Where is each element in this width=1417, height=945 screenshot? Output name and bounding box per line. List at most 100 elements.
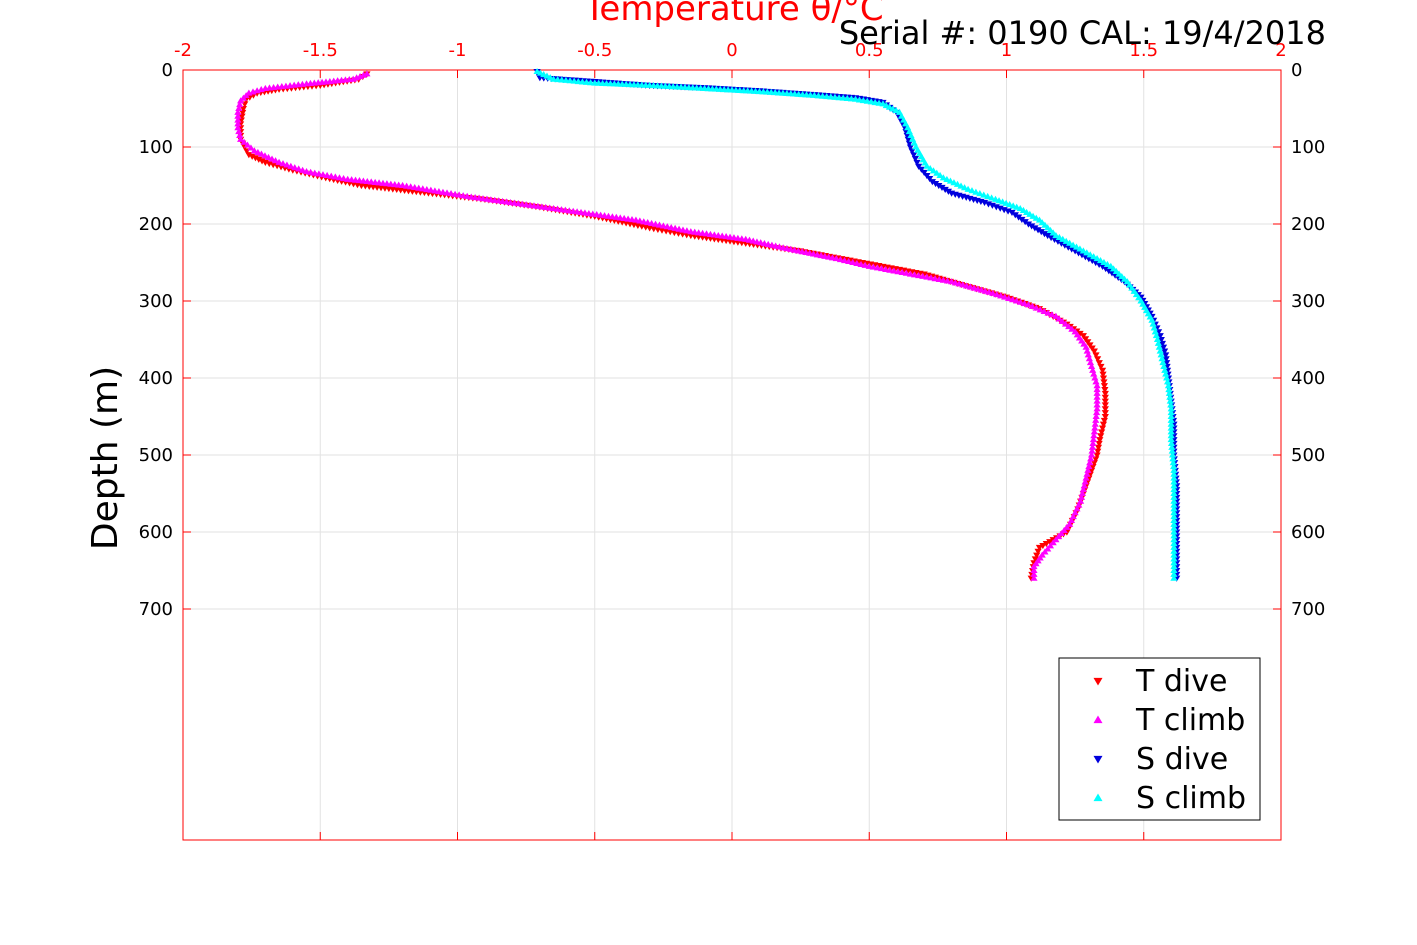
data-point xyxy=(1168,447,1176,454)
data-point xyxy=(1086,359,1095,366)
data-point xyxy=(1078,252,1086,259)
data-point xyxy=(1151,328,1159,335)
data-point xyxy=(253,87,261,94)
data-point xyxy=(1087,467,1096,474)
data-point xyxy=(275,158,283,165)
data-point xyxy=(1001,293,1009,300)
data-point xyxy=(1170,466,1178,473)
data-point xyxy=(910,152,918,159)
data-point xyxy=(1087,455,1095,462)
y-tick-label-right: 200 xyxy=(1291,214,1325,235)
data-point xyxy=(1098,425,1107,432)
data-point xyxy=(1072,243,1081,250)
data-point xyxy=(1044,545,1052,552)
data-point xyxy=(993,290,1001,298)
data-point xyxy=(902,269,910,276)
data-point xyxy=(1167,424,1175,431)
data-point xyxy=(1048,311,1056,318)
data-point xyxy=(1170,478,1178,485)
data-point xyxy=(1093,385,1101,393)
data-point xyxy=(302,168,311,175)
data-point xyxy=(1094,444,1103,451)
legend-marker xyxy=(1093,677,1103,686)
y-tick-label-left: 200 xyxy=(139,214,173,235)
data-point xyxy=(1170,559,1178,566)
data-point xyxy=(1092,352,1100,359)
data-point xyxy=(1170,536,1178,543)
grid-lines xyxy=(182,69,1282,840)
data-point xyxy=(919,272,927,279)
data-point xyxy=(1170,524,1178,531)
data-point xyxy=(984,192,992,200)
data-point xyxy=(240,138,248,145)
data-point xyxy=(1090,370,1098,377)
data-point xyxy=(1060,526,1068,533)
data-point xyxy=(1167,436,1175,443)
data-point xyxy=(1089,439,1097,446)
data-point xyxy=(1090,348,1098,355)
serial-calibration-label: Serial #: 0190 CAL: 19/4/2018 xyxy=(839,14,1326,52)
data-point xyxy=(245,152,253,159)
data-point xyxy=(1094,356,1102,363)
data-point xyxy=(1168,443,1176,450)
data-point xyxy=(1085,462,1093,470)
x-tick-label: -1.5 xyxy=(303,40,338,61)
chart-title: Temperature θ/°C xyxy=(583,0,883,29)
data-point xyxy=(1084,351,1092,358)
data-point xyxy=(1101,402,1109,409)
data-point xyxy=(927,274,935,281)
data-point xyxy=(1055,533,1063,540)
data-point xyxy=(1008,209,1016,217)
data-point xyxy=(1086,342,1094,349)
data-point xyxy=(1028,223,1036,230)
data-point xyxy=(1085,355,1093,362)
data-point xyxy=(1090,428,1098,435)
x-tick-label: 0.5 xyxy=(855,40,884,61)
data-point xyxy=(1087,362,1096,369)
data-point xyxy=(1095,440,1103,448)
data-point xyxy=(935,182,943,190)
data-point xyxy=(257,86,265,93)
y-tick-label-left: 700 xyxy=(139,599,173,620)
data-point xyxy=(1095,261,1103,269)
data-point xyxy=(1100,383,1109,390)
data-point xyxy=(1169,459,1177,466)
data-point xyxy=(1097,363,1105,371)
data-point xyxy=(1021,219,1029,226)
data-point xyxy=(1170,489,1178,497)
x-tick-label: 0 xyxy=(726,40,737,61)
data-point xyxy=(238,113,246,120)
data-point xyxy=(1161,348,1169,355)
data-point xyxy=(1100,417,1109,424)
data-point xyxy=(236,131,244,138)
data-point xyxy=(1091,420,1099,427)
data-point xyxy=(898,268,906,276)
data-point xyxy=(234,116,242,123)
data-point xyxy=(1098,263,1107,270)
data-point xyxy=(1018,216,1026,223)
data-point xyxy=(849,258,857,266)
data-point xyxy=(1086,459,1094,466)
data-point xyxy=(882,265,890,272)
data-point xyxy=(234,108,242,115)
data-point xyxy=(1101,413,1109,421)
data-point xyxy=(331,173,339,180)
data-point xyxy=(915,163,923,170)
data-point xyxy=(1083,249,1091,256)
data-point xyxy=(1103,260,1111,267)
data-point xyxy=(1085,256,1093,263)
data-point xyxy=(1068,246,1076,253)
data-marks xyxy=(234,67,1181,582)
data-point xyxy=(840,256,849,264)
data-point xyxy=(1090,460,1098,467)
data-point xyxy=(1160,362,1168,369)
data-point xyxy=(1083,347,1091,354)
data-point xyxy=(1042,541,1050,548)
data-point xyxy=(1156,333,1164,340)
data-point xyxy=(1167,412,1175,420)
data-point xyxy=(236,101,244,108)
data-point xyxy=(1093,401,1101,408)
data-point xyxy=(295,165,303,172)
y-tick-label-right: 700 xyxy=(1291,599,1325,620)
